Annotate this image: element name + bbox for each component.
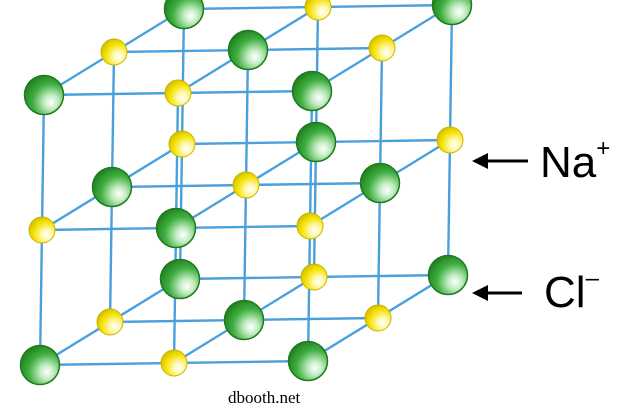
sodium-ion (364, 304, 392, 332)
sodium-ion (100, 38, 128, 66)
chloride-ion (223, 299, 265, 341)
chloride-ion (163, 0, 205, 30)
chloride-ion (159, 258, 201, 300)
chloride-arrow (472, 285, 522, 301)
sodium-ion (164, 79, 192, 107)
chloride-ion (19, 344, 61, 386)
sodium-ion (160, 349, 188, 377)
chloride-ion (155, 207, 197, 249)
sodium-ion (232, 171, 260, 199)
chloride-ion (287, 340, 329, 382)
sodium-ion (168, 130, 196, 158)
chloride-ion (295, 121, 337, 163)
sodium-ion-label: Na+ (540, 137, 610, 187)
chloride-ion (227, 29, 269, 71)
sodium-ion (96, 308, 124, 336)
chloride-ion (91, 166, 133, 208)
sodium-ion (368, 34, 396, 62)
sodium-symbol: Na (540, 138, 597, 187)
sodium-arrow (472, 153, 528, 169)
chloride-ion (359, 162, 401, 204)
chloride-ion (291, 70, 333, 112)
sodium-ion (296, 212, 324, 240)
sodium-ion (300, 263, 328, 291)
label-arrows (472, 153, 528, 301)
chloride-ion (23, 74, 65, 116)
credit-text: dbooth.net (228, 388, 301, 407)
chloride-ion-label: Cl– (544, 267, 599, 317)
sodium-ion (304, 0, 332, 21)
chloride-ion (431, 0, 473, 26)
sodium-ion (436, 126, 464, 154)
chloride-symbol: Cl (544, 268, 586, 317)
sodium-charge: + (596, 135, 611, 162)
chloride-charge: – (585, 265, 599, 292)
sodium-ion (28, 216, 56, 244)
lattice-atoms (19, 0, 473, 386)
chloride-ion (427, 254, 469, 296)
